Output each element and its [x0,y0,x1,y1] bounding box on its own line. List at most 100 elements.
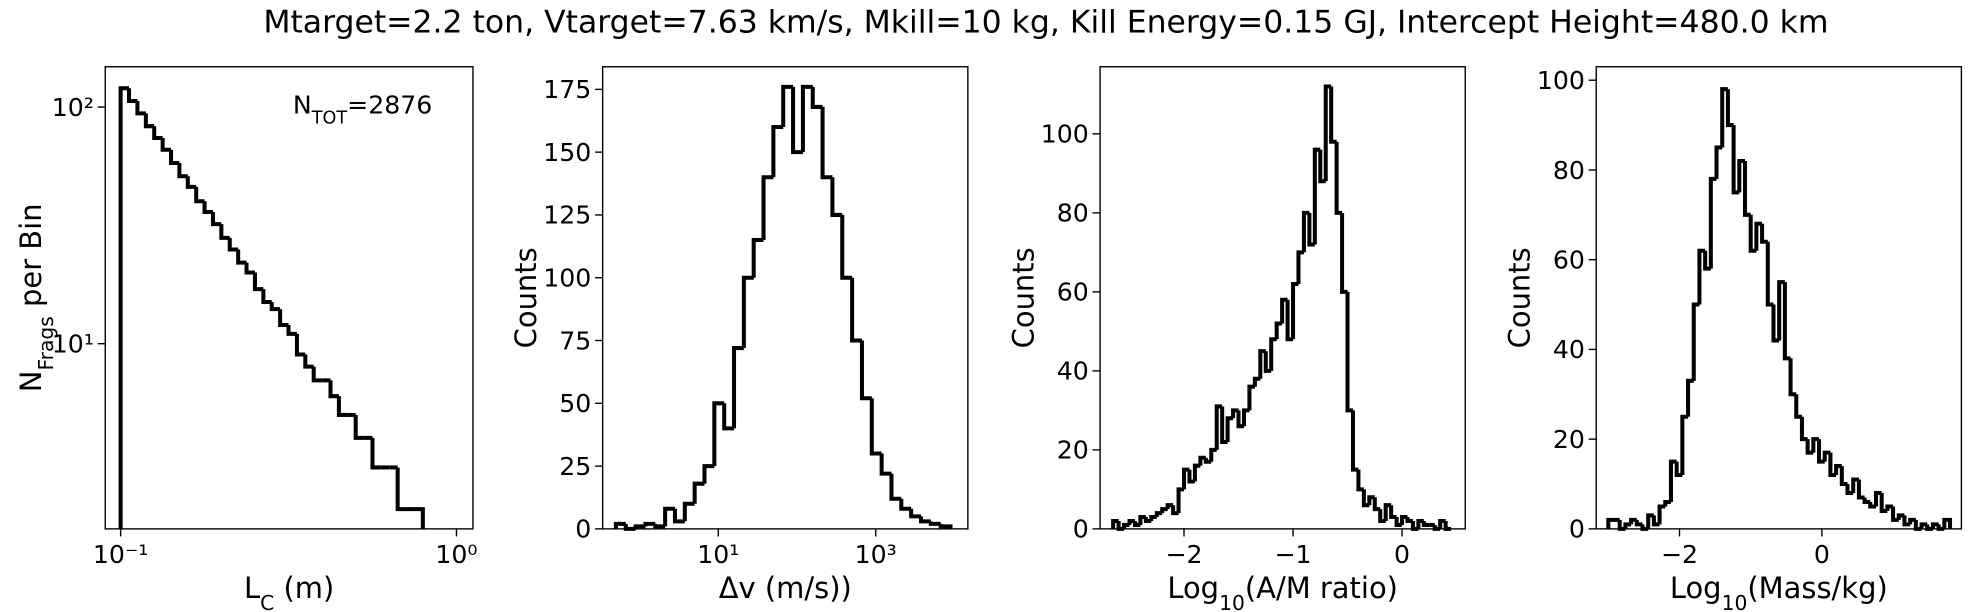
x-tick-label: 0 [1394,540,1410,569]
histogram-step [1356,469,1364,492]
axes-frame [104,66,474,530]
y-axis-label: Counts [1006,247,1040,348]
histogram-step [1902,515,1911,527]
histogram-step [1329,86,1337,144]
histogram-step [1405,517,1413,524]
y-axis-label: NFrags per Bin [14,203,58,392]
x-axis-label-part: (Mass/kg) [1747,571,1887,605]
histogram-step [1280,297,1288,324]
y-axis-label-part: N [14,371,48,393]
y-tick-label: 125 [543,201,591,230]
axes-frame [601,66,969,530]
histogram-step [1891,506,1899,522]
y-tick-label: 150 [543,138,591,167]
histogram-step [1340,212,1348,294]
histogram-step [810,86,823,109]
subplot: −2 −1 0 0 20 40 60 80 100 [1041,66,1466,569]
x-axis-label: Δv (m/s)) [719,571,852,605]
histogram-step [1879,492,1888,513]
x-tick-label: 10⁰ [435,540,477,569]
y-tick-label: 0 [1073,515,1089,544]
histogram-step [682,501,695,522]
y-tick-label: 100 [543,264,591,293]
histogram-step [1703,250,1711,271]
x-tick-label: −2 [1165,540,1202,569]
x-axis-label: LC (m) [244,571,334,612]
histogram-step [850,277,862,343]
histogram-step [928,521,941,526]
annotation-part: TOT [311,108,348,128]
histogram-step [1350,410,1359,472]
histogram-step [286,324,297,336]
histogram-step [643,521,656,527]
subplot: 10¹ 10³ 0 25 50 75 100 125 150 175 [543,66,969,569]
histogram-step [118,86,129,529]
histogram-step [663,506,675,527]
y-axis-label: Counts [509,247,543,348]
histogram-step [1760,223,1768,244]
histogram-step [771,125,784,178]
histogram-step [1668,459,1677,502]
histogram-step [791,86,803,155]
y-tick-label: 25 [559,452,591,481]
histogram-step [1383,503,1392,521]
histogram-step [414,507,425,529]
histogram-step [1799,416,1808,442]
histogram-step [751,238,764,278]
histogram-step [1149,515,1157,521]
histogram-step [722,403,735,431]
y-tick-label: 100 [1041,120,1089,149]
y-tick-label: 60 [1057,278,1089,307]
histogram-step [177,163,188,179]
histogram-step [1171,505,1179,516]
y-tick-label: 40 [1553,335,1585,364]
histogram-step [712,401,725,467]
histogram-step [1663,499,1671,507]
histogram-step [1697,248,1706,305]
histogram-step [160,137,172,152]
histogram-step [1307,212,1315,247]
histogram-step [1231,408,1239,419]
histogram-step [395,467,407,512]
histogram-step [1269,337,1277,371]
histogram-step [227,237,239,252]
histogram-step [1318,149,1326,184]
y-tick-label: 175 [543,75,591,104]
histogram-step [1165,503,1174,510]
histogram-step [370,437,381,470]
histogram-step [1247,384,1255,411]
histogram-step [1143,517,1152,524]
histogram-step [219,224,230,240]
y-tick-label: 0 [1569,515,1585,544]
x-axis-label-part: Log [1167,571,1219,605]
histogram-step [830,177,843,217]
x-axis-label-part: Log [1670,571,1722,605]
x-axis-label-part: C [260,591,274,612]
histogram-step [353,414,365,440]
histogram-step [1154,511,1163,518]
histogram-step [1187,469,1195,484]
histogram-step [1686,378,1694,417]
histogram-step [202,201,214,215]
x-tick-label: −1 [1274,540,1311,569]
histogram-step [1873,490,1882,507]
histogram-step [1176,487,1185,514]
x-tick-label: 0 [1814,540,1830,569]
histogram-step [1794,394,1802,419]
histogram-step [1771,304,1780,343]
histogram-step [1942,517,1953,529]
histogram-step [1720,87,1728,148]
histogram-step [152,126,163,140]
histogram-step [1296,250,1304,284]
y-tick-label: 10² [52,93,94,122]
histogram-step [869,398,882,456]
histogram-step [269,302,281,312]
y-tick-label: 80 [1553,156,1585,185]
histogram-step [1822,450,1831,462]
y-tick-label: 10¹ [52,330,94,359]
histogram-step [1725,89,1734,128]
histogram-step [194,186,205,204]
histogram-step [1765,241,1774,307]
histogram-step [1708,176,1717,269]
histogram-step [278,309,289,327]
